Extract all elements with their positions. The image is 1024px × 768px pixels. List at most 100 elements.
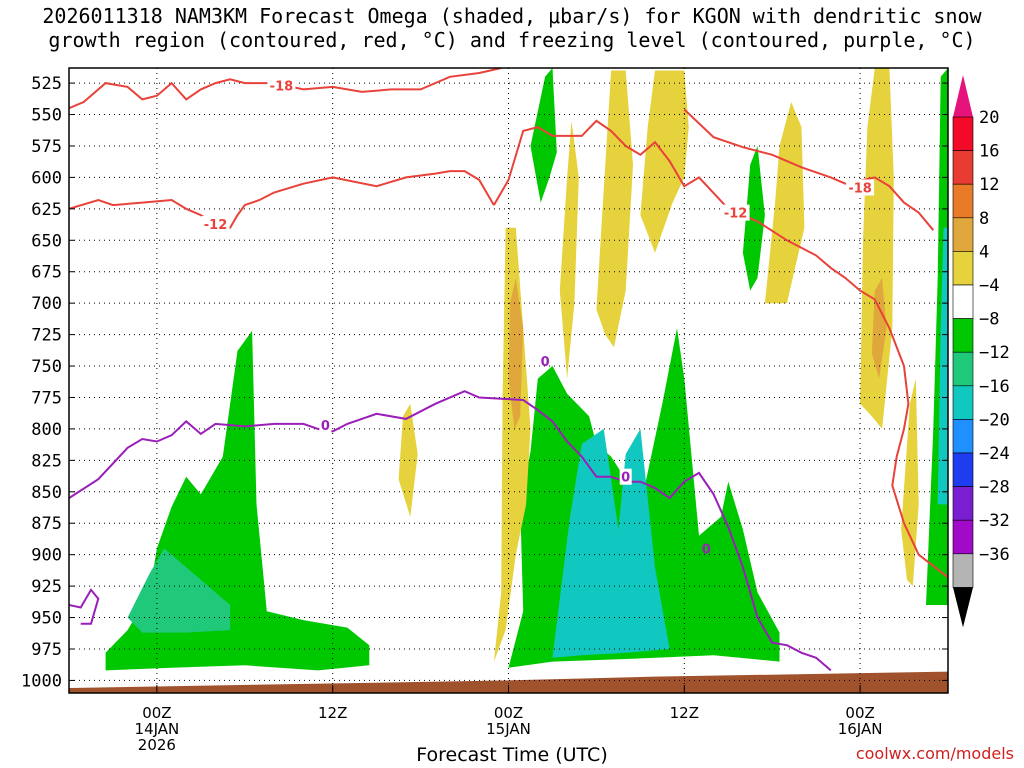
omega-region-6 (398, 403, 418, 517)
colorbar-bin-0 (952, 116, 974, 151)
ytick-label-525: 525 (31, 74, 62, 94)
colorbar-bin-1 (952, 150, 974, 185)
dgz-isotherm-label-3: -12 (724, 207, 748, 222)
colorbar-label-10: −24 (979, 444, 1010, 464)
ytick-label-975: 975 (31, 640, 62, 660)
ytick-label-925: 925 (31, 577, 62, 597)
terrain-ground (69, 671, 948, 693)
dgz-isotherm-label-0: -18 (270, 80, 294, 95)
ytick-label-675: 675 (31, 263, 62, 283)
pressure-axis: 525 550 575 600 625 650 675 700 725 750 775 800 825 8… (21, 74, 948, 691)
xtick-label-54-0: 00Z (845, 704, 874, 722)
xtick-label-30-0: 00Z (494, 704, 523, 722)
freezing-label-bg-0 (319, 417, 332, 434)
dgz-label-bg-0 (267, 77, 296, 94)
colorbar-label-7: −12 (979, 343, 1010, 363)
dgz-isotherm-line-0 (69, 68, 502, 110)
colorbar-label-13: −36 (979, 545, 1010, 565)
omega-region-15 (901, 378, 919, 587)
chart-title: 2026011318 NAM3KM Forecast Omega (shaded… (0, 4, 1024, 52)
colorbar-label-0: 20 (979, 108, 999, 128)
colorbar-label-8: −16 (979, 377, 1010, 397)
colorbar-bottom-arrow (953, 587, 973, 628)
ytick-label-750: 750 (31, 357, 62, 377)
ytick-label-700: 700 (31, 294, 62, 314)
ytick-label-725: 725 (31, 326, 62, 346)
xtick-label-6-2: 2026 (138, 736, 176, 754)
colorbar-bin-10 (952, 452, 974, 487)
xtick-label-42-0: 12Z (670, 704, 699, 722)
colorbar-bin-6 (952, 318, 974, 353)
omega-region-10 (764, 102, 805, 304)
ytick-label-825: 825 (31, 451, 62, 471)
colorbar-label-12: −32 (979, 511, 1010, 531)
colorbar-label-4: 4 (979, 242, 989, 262)
omega-region-11 (530, 68, 557, 203)
colorbar-label-9: −20 (979, 410, 1010, 430)
dgz-label-bg-3 (721, 204, 750, 221)
ytick-label-900: 900 (31, 546, 62, 566)
omega-region-14 (871, 278, 887, 379)
colorbar-label-6: −8 (979, 310, 999, 330)
colorbar-label-1: 16 (979, 142, 999, 162)
title-line-2: growth region (contoured, red, °C) and f… (48, 28, 976, 52)
colorbar-bin-4 (952, 251, 974, 286)
freezing-label-bg-1 (619, 468, 632, 485)
freezing-level-line (69, 390, 832, 672)
ytick-label-1000: 1000 (21, 671, 62, 691)
omega-region-1 (127, 548, 231, 633)
dgz-isotherm-line-3 (493, 119, 948, 579)
omega-region-12 (742, 146, 765, 291)
omega-region-13 (860, 68, 894, 429)
xtick-label-6-1: 14JAN (135, 720, 180, 738)
dgz-isotherm-label-2: -12 (204, 218, 228, 233)
site-credit: coolwx.com/models (855, 744, 1014, 763)
xtick-label-54-1: 16JAN (838, 720, 883, 738)
xtick-label-6-0: 00Z (142, 704, 171, 722)
ytick-label-775: 775 (31, 388, 62, 408)
ytick-label-550: 550 (31, 106, 62, 126)
colorbar-bin-7 (952, 351, 974, 387)
colorbar-bin-12 (952, 519, 974, 555)
colorbar-bin-8 (952, 385, 974, 420)
colorbar-bin-13 (952, 553, 974, 588)
omega-region-3 (552, 428, 670, 658)
colorbar-bin-3 (952, 217, 974, 252)
freezing-level-extra-label-0: 0 (541, 355, 550, 370)
colorbar-bin-11 (952, 486, 974, 521)
colorbar-label-3: 8 (979, 209, 989, 229)
colorbar-bin-9 (952, 419, 974, 454)
colorbar-bin-2 (952, 183, 974, 219)
title-line-1: 2026011318 NAM3KM Forecast Omega (shaded… (42, 4, 982, 28)
grid-lines (69, 68, 948, 693)
ground-terrain (69, 671, 948, 693)
xtick-label-18-0: 12Z (318, 704, 347, 722)
freezing-level-label-1: 0 (621, 471, 630, 486)
dgz-label-bg-1 (846, 179, 875, 196)
ytick-label-875: 875 (31, 514, 62, 534)
contours: -18 -18 -12 -12 0 0 0 0 (69, 68, 948, 672)
freezing-level-loop (69, 588, 100, 625)
omega-shading (105, 68, 948, 671)
colorbar-top-arrow (953, 75, 973, 117)
colorbar-label-11: −28 (979, 478, 1010, 498)
ytick-label-650: 650 (31, 231, 62, 251)
ytick-label-575: 575 (31, 137, 62, 157)
dgz-isotherm-line-1 (683, 108, 935, 231)
ytick-label-800: 800 (31, 420, 62, 440)
x-axis-title: Forecast Time (UTC) (416, 744, 608, 766)
colorbar: 20 16 12 8 4 −4 −8 −12 −16 −20 −24 −28 −32 −36 (952, 75, 1010, 628)
omega-region-7 (559, 120, 579, 379)
dgz-label-bg-2 (201, 215, 230, 232)
freezing-level-label-0: 0 (321, 419, 330, 434)
freezing-level-extra-label-1: 0 (702, 542, 711, 557)
colorbar-label-5: −4 (979, 276, 999, 296)
ytick-label-600: 600 (31, 168, 62, 188)
ytick-label-625: 625 (31, 200, 62, 220)
dgz-isotherm-line-2 (69, 170, 495, 229)
omega-region-9 (640, 70, 689, 253)
dgz-isotherm-label-1: -18 (848, 181, 872, 196)
omega-region-5 (508, 278, 524, 429)
